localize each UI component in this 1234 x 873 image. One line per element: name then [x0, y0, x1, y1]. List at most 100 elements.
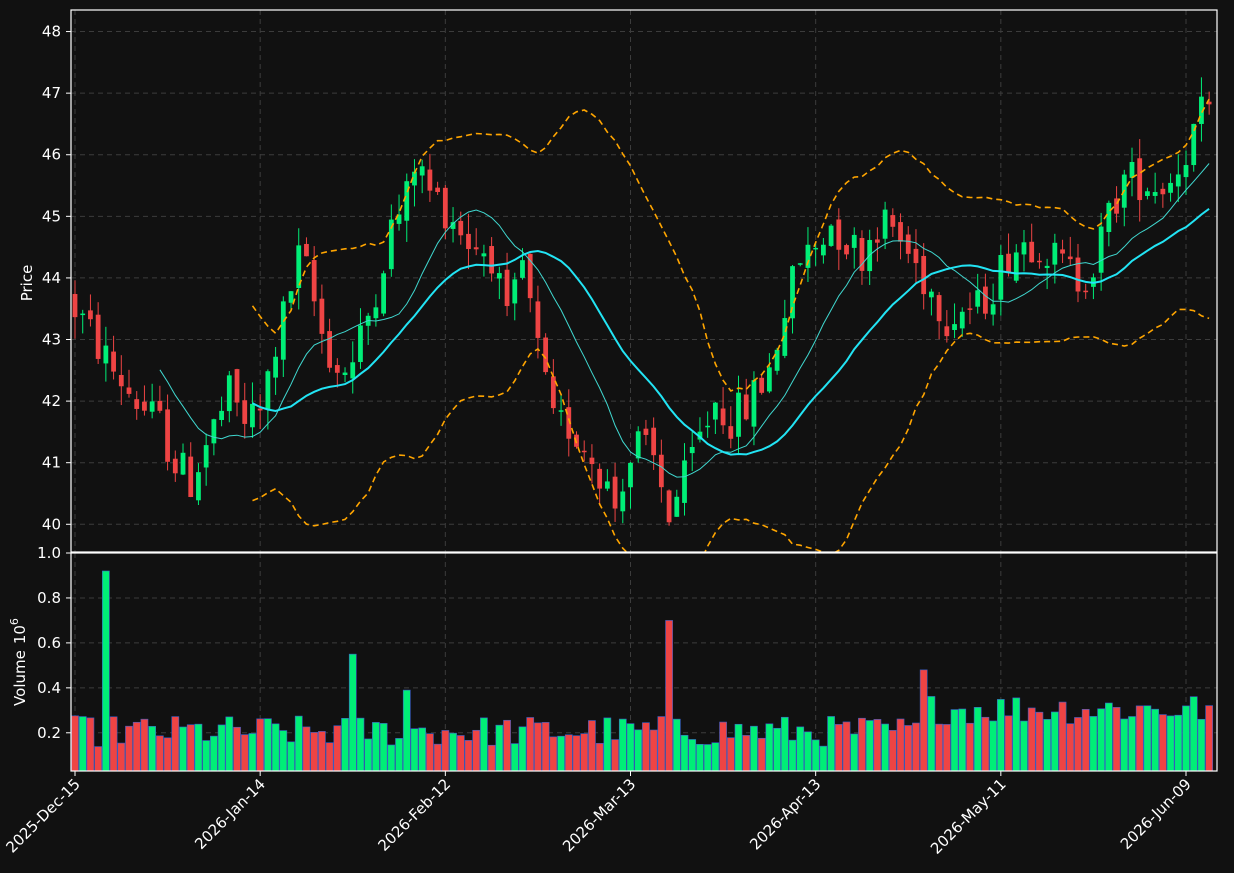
- candle-body: [666, 490, 672, 523]
- candle: [759, 374, 765, 395]
- candle: [898, 213, 903, 260]
- candle: [149, 383, 155, 419]
- candle: [111, 335, 116, 380]
- candle-body: [905, 234, 911, 254]
- candle-body: [242, 400, 248, 424]
- candle: [180, 443, 186, 476]
- candle-body: [211, 419, 217, 444]
- candle-body: [296, 245, 302, 288]
- candle-body: [712, 402, 718, 420]
- candle: [890, 208, 896, 237]
- candle: [1029, 223, 1035, 263]
- volume-tick-label: 0.2: [37, 724, 61, 742]
- candle: [1075, 243, 1081, 303]
- candle: [535, 285, 541, 359]
- candle-body: [512, 279, 518, 304]
- candle: [805, 227, 811, 282]
- candle-body: [1191, 123, 1197, 166]
- candle: [527, 253, 533, 313]
- candle: [319, 284, 325, 354]
- volume-bar: [672, 718, 681, 771]
- volume-bar: [642, 722, 650, 771]
- volume-bar: [726, 737, 735, 771]
- candle: [1129, 147, 1135, 197]
- volume-bar: [572, 735, 581, 771]
- candle: [489, 237, 495, 282]
- candle: [234, 368, 240, 417]
- volume-bar: [1066, 723, 1075, 771]
- volume-bar: [834, 724, 843, 771]
- candle: [1021, 229, 1027, 272]
- candle-body: [265, 371, 271, 410]
- candle: [774, 347, 780, 375]
- candle: [396, 194, 402, 231]
- candle-body: [527, 253, 533, 299]
- candle: [280, 296, 286, 378]
- candle: [952, 303, 957, 339]
- volume-bar: [395, 738, 403, 771]
- candle-body: [604, 481, 610, 489]
- volume-bar: [996, 699, 1005, 771]
- candle: [543, 333, 549, 375]
- volume-bar: [1012, 697, 1021, 771]
- candle-body: [466, 233, 471, 250]
- price-tick-label: 48: [42, 23, 61, 41]
- volume-bar: [1112, 707, 1121, 771]
- volume-bar: [472, 729, 481, 771]
- candle-body: [373, 307, 379, 319]
- candle-body: [388, 219, 394, 270]
- candle: [172, 450, 178, 482]
- candle-body: [975, 290, 981, 307]
- candle-body: [1168, 182, 1173, 193]
- volume-bar: [765, 723, 774, 771]
- candle-body: [882, 209, 888, 239]
- volume-bar: [86, 717, 95, 771]
- candle: [782, 299, 788, 359]
- candle-body: [1044, 265, 1050, 269]
- volume-bar: [981, 716, 990, 771]
- candle: [118, 355, 124, 406]
- volume-bar: [595, 743, 604, 771]
- volume-bar: [804, 731, 812, 771]
- price-tick-label: 45: [42, 207, 61, 225]
- volume-bar: [1128, 716, 1136, 771]
- candle-body: [234, 369, 240, 403]
- candle-body: [134, 399, 140, 409]
- candle-body: [1075, 257, 1081, 292]
- candle-body: [111, 351, 116, 372]
- candle-body: [1183, 165, 1189, 178]
- candle-body: [759, 377, 765, 393]
- volume-panel-frame: [70, 552, 1218, 772]
- volume-bar: [757, 737, 766, 771]
- candle: [790, 264, 795, 334]
- volume-bar: [387, 744, 396, 771]
- candle: [442, 185, 448, 240]
- candle-body: [959, 311, 965, 329]
- volume-bar: [796, 726, 805, 771]
- candle-body: [550, 376, 556, 409]
- volume-bar: [356, 717, 365, 771]
- price-tick-label: 47: [42, 84, 61, 102]
- volume-bar: [1151, 708, 1159, 771]
- candle: [1168, 173, 1173, 202]
- candle-body: [766, 367, 772, 392]
- volume-bar: [1159, 714, 1167, 771]
- candle-body: [597, 468, 603, 489]
- volume-bar: [132, 721, 141, 771]
- candle: [203, 433, 209, 486]
- candle-body: [581, 450, 587, 453]
- candle: [342, 367, 348, 383]
- candle: [550, 359, 556, 414]
- candle: [720, 387, 726, 434]
- candle: [566, 389, 572, 457]
- volume-bar: [464, 740, 473, 771]
- price-tick-label: 40: [42, 515, 61, 533]
- volume-bar: [256, 718, 265, 771]
- candle-body: [304, 243, 309, 257]
- candle: [766, 353, 772, 394]
- candle: [196, 463, 201, 505]
- volume-bar: [688, 739, 697, 771]
- candle-body: [311, 260, 317, 302]
- candle-body: [118, 374, 124, 387]
- candle-body: [257, 408, 263, 411]
